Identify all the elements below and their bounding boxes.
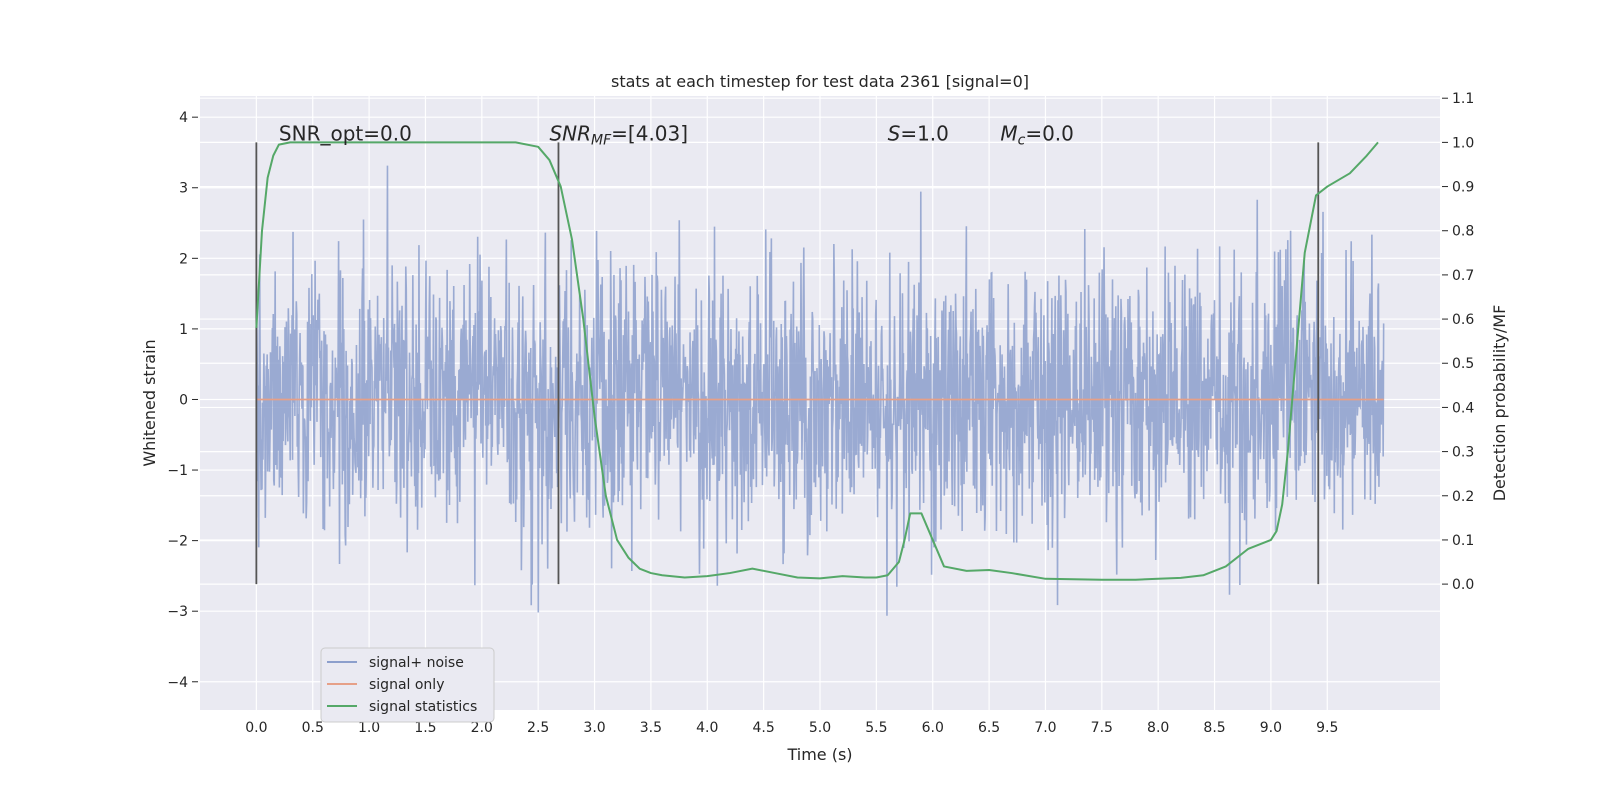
x-tick-label: 2.0 — [471, 720, 493, 736]
x-axis-ticks: 0.0 0.5 1.0 1.5 2.0 2.5 3.0 3.5 4.0 4.5 5.0 5.5 6.0 6… — [245, 720, 1338, 736]
y2-tick-label: 0.0 — [1452, 577, 1474, 593]
y-axis-ticks: 4 3 2 1 0 −1 −2 −3 −4 — [167, 110, 198, 691]
noise-line — [255, 165, 1385, 616]
legend-label: signal+ noise — [369, 655, 464, 671]
x-tick-label: 2.5 — [527, 720, 549, 736]
y2-tick-label: 0.3 — [1452, 445, 1474, 461]
x-tick-label: 9.5 — [1316, 720, 1338, 736]
x-tick-label: 6.0 — [922, 720, 944, 736]
y2-tick-label: 0.5 — [1452, 356, 1474, 372]
y-tick-label: 2 — [179, 251, 188, 267]
x-tick-label: 7.0 — [1034, 720, 1056, 736]
annotations: SNR_opt=0.0 SNRMF=[4.03] S=1.0 Mc=0.0 — [279, 121, 1074, 148]
series-signal-statistics — [255, 141, 1379, 581]
x-tick-label: 5.5 — [865, 720, 887, 736]
y-tick-label: 1 — [179, 322, 188, 338]
x-tick-label: 8.5 — [1203, 720, 1225, 736]
x-tick-label: 3.0 — [583, 720, 605, 736]
x-tick-label: 4.5 — [753, 720, 775, 736]
x-tick-label: 9.0 — [1260, 720, 1282, 736]
x-tick-label: 5.0 — [809, 720, 831, 736]
y-tick-label: 0 — [179, 392, 188, 408]
y2-axis-ticks: 1.1 1.0 0.9 0.8 0.7 0.6 0.5 0.4 0.3 0.2 0.1 0.0 — [1442, 91, 1474, 593]
chart-title: stats at each timestep for test data 236… — [611, 72, 1029, 91]
x-tick-label: 4.0 — [696, 720, 718, 736]
legend-label: signal statistics — [369, 699, 477, 715]
y2-tick-label: 0.7 — [1452, 268, 1474, 284]
annotation-s: S=1.0 — [888, 121, 949, 145]
x-tick-label: 7.5 — [1091, 720, 1113, 736]
x-axis-label: Time (s) — [786, 745, 852, 764]
y2-tick-label: 0.4 — [1452, 400, 1474, 416]
y-tick-label: 3 — [179, 181, 188, 197]
marker-lines — [255, 142, 1320, 585]
y-axis-label: Whitened strain — [140, 339, 159, 466]
x-tick-label: 3.5 — [640, 720, 662, 736]
signal-statistics-line — [255, 141, 1379, 581]
y2-tick-label: 0.2 — [1452, 489, 1474, 505]
y2-tick-label: 0.6 — [1452, 312, 1474, 328]
y-tick-label: −1 — [167, 463, 188, 479]
y-tick-label: 4 — [179, 110, 188, 126]
series-signal-noise — [255, 165, 1385, 616]
legend: signal+ noise signal only signal statistic… — [320, 647, 495, 723]
x-tick-label: 6.5 — [978, 720, 1000, 736]
x-tick-label: 0.5 — [302, 720, 324, 736]
y2-tick-label: 1.0 — [1452, 135, 1474, 151]
x-tick-label: 1.0 — [358, 720, 380, 736]
annotation-snr-opt: SNR_opt=0.0 — [279, 121, 412, 145]
annotation-mc: Mc=0.0 — [1000, 121, 1074, 148]
annotation-snr-mf: SNRMF=[4.03] — [549, 121, 688, 148]
y2-tick-label: 0.8 — [1452, 224, 1474, 240]
y2-axis-label: Detection probability/MF — [1490, 305, 1509, 502]
y2-tick-label: 0.9 — [1452, 180, 1474, 196]
y2-tick-label: 1.1 — [1452, 91, 1474, 107]
x-tick-label: 8.0 — [1147, 720, 1169, 736]
y-tick-label: −4 — [167, 675, 188, 691]
x-tick-label: 1.5 — [414, 720, 436, 736]
y2-tick-label: 0.1 — [1452, 533, 1474, 549]
x-tick-label: 0.0 — [245, 720, 267, 736]
legend-label: signal only — [369, 677, 444, 693]
y-tick-label: −2 — [167, 534, 188, 550]
y-tick-label: −3 — [167, 604, 188, 620]
